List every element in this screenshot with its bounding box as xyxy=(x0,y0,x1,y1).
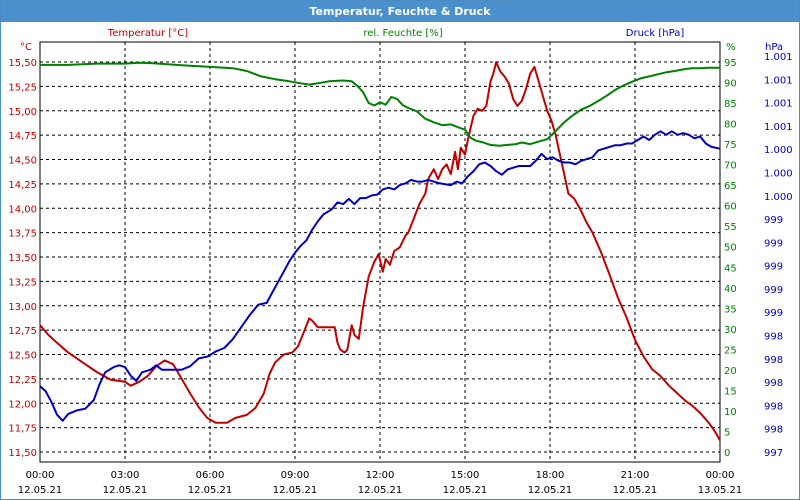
pressure-tick-label: 1.001 xyxy=(764,99,793,110)
temperature-tick-label: 15,50 xyxy=(8,58,37,69)
temperature-tick-label: 12,25 xyxy=(8,375,37,386)
temperature-tick-label: 13,00 xyxy=(8,302,37,313)
x-tick-date: 13.05.21 xyxy=(698,485,743,496)
humidity-axis-title: rel. Feuchte [%] xyxy=(363,28,442,39)
x-tick-date: 12.05.21 xyxy=(358,485,403,496)
humidity-tick-label: 80 xyxy=(724,120,737,131)
humidity-tick-label: 85 xyxy=(724,99,737,110)
pressure-tick-label: 999 xyxy=(764,308,783,319)
x-tick-time: 15:00 xyxy=(451,470,480,481)
temperature-tick-label: 14,50 xyxy=(8,156,37,167)
pressure-tick-label: 1.000 xyxy=(764,168,793,179)
humidity-tick-label: 20 xyxy=(724,366,737,377)
temperature-tick-label: 13,25 xyxy=(8,277,37,288)
humidity-axis-unit: % xyxy=(726,42,736,53)
humidity-line xyxy=(40,61,720,147)
pressure-tick-label: 998 xyxy=(764,332,783,343)
x-tick-date: 12.05.21 xyxy=(103,485,148,496)
temperature-tick-label: 15,25 xyxy=(8,82,37,93)
pressure-axis-unit: hPa xyxy=(765,42,783,53)
pressure-axis-title: Druck [hPa] xyxy=(626,28,685,39)
x-tick-time: 06:00 xyxy=(196,470,225,481)
grid-lines xyxy=(40,42,720,462)
pressure-tick-label: 1.001 xyxy=(764,52,793,63)
x-tick-date: 12.05.21 xyxy=(188,485,233,496)
pressure-tick-label: 998 xyxy=(764,425,783,436)
humidity-tick-label: 50 xyxy=(724,243,737,254)
chart-title: Temperatur, Feuchte & Druck xyxy=(1,1,799,22)
pressure-tick-label: 999 xyxy=(764,285,783,296)
humidity-tick-label: 75 xyxy=(724,140,737,151)
pressure-tick-label: 1.001 xyxy=(764,122,793,133)
humidity-tick-label: 90 xyxy=(724,79,737,90)
x-tick-date: 12.05.21 xyxy=(528,485,573,496)
humidity-tick-label: 40 xyxy=(724,284,737,295)
temperature-tick-label: 13,75 xyxy=(8,229,37,240)
temperature-tick-label: 12,75 xyxy=(8,326,37,337)
temperature-tick-label: 14,00 xyxy=(8,204,37,215)
series-layer xyxy=(39,61,721,441)
x-tick-time: 18:00 xyxy=(536,470,565,481)
pressure-tick-label: 1.000 xyxy=(764,192,793,203)
humidity-tick-label: 30 xyxy=(724,325,737,336)
humidity-tick-label: 95 xyxy=(724,58,737,69)
pressure-tick-label: 1.000 xyxy=(764,145,793,156)
humidity-tick-label: 0 xyxy=(724,448,730,459)
humidity-tick-label: 60 xyxy=(724,202,737,213)
pressure-tick-label: 999 xyxy=(764,238,783,249)
temperature-tick-label: 13,50 xyxy=(8,253,37,264)
humidity-tick-label: 25 xyxy=(724,345,737,356)
temperature-tick-label: 12,50 xyxy=(8,351,37,362)
axes-layer: 00:00 12.05.21 03:00 12.05.21 06:00 12.05.21 0… xyxy=(8,28,792,496)
humidity-tick-label: 70 xyxy=(724,161,737,172)
x-tick-time: 09:00 xyxy=(281,470,310,481)
pressure-line xyxy=(39,130,721,422)
temperature-axis-unit: °C xyxy=(20,42,32,53)
x-tick-time: 00:00 xyxy=(706,470,735,481)
x-tick-time: 00:00 xyxy=(26,470,55,481)
x-tick-time: 12:00 xyxy=(366,470,395,481)
pressure-tick-label: 998 xyxy=(764,401,783,412)
temperature-axis-title: Temperatur [°C] xyxy=(107,28,188,39)
pressure-tick-label: 998 xyxy=(764,355,783,366)
x-tick-date: 12.05.21 xyxy=(273,485,318,496)
temperature-tick-label: 14,75 xyxy=(8,131,37,142)
humidity-tick-label: 35 xyxy=(724,304,737,315)
humidity-tick-label: 45 xyxy=(724,263,737,274)
x-tick-date: 12.05.21 xyxy=(613,485,658,496)
pressure-tick-label: 997 xyxy=(764,448,783,459)
pressure-tick-label: 999 xyxy=(764,215,783,226)
x-tick-time: 03:00 xyxy=(111,470,140,481)
pressure-tick-label: 999 xyxy=(764,262,783,273)
temperature-tick-label: 11,50 xyxy=(8,448,37,459)
pressure-tick-label: 998 xyxy=(764,378,783,389)
temperature-tick-label: 14,25 xyxy=(8,180,37,191)
humidity-tick-label: 55 xyxy=(724,222,737,233)
humidity-tick-label: 15 xyxy=(724,386,737,397)
x-tick-date: 12.05.21 xyxy=(443,485,488,496)
temperature-tick-label: 15,00 xyxy=(8,107,37,118)
temperature-tick-label: 12,00 xyxy=(8,399,37,410)
temperature-line xyxy=(39,61,721,441)
humidity-tick-label: 65 xyxy=(724,181,737,192)
x-tick-date: 12.05.21 xyxy=(18,485,63,496)
x-tick-time: 21:00 xyxy=(621,470,650,481)
temperature-tick-label: 11,75 xyxy=(8,424,37,435)
humidity-tick-label: 10 xyxy=(724,407,737,418)
pressure-tick-label: 1.001 xyxy=(764,75,793,86)
humidity-tick-label: 5 xyxy=(724,427,730,438)
